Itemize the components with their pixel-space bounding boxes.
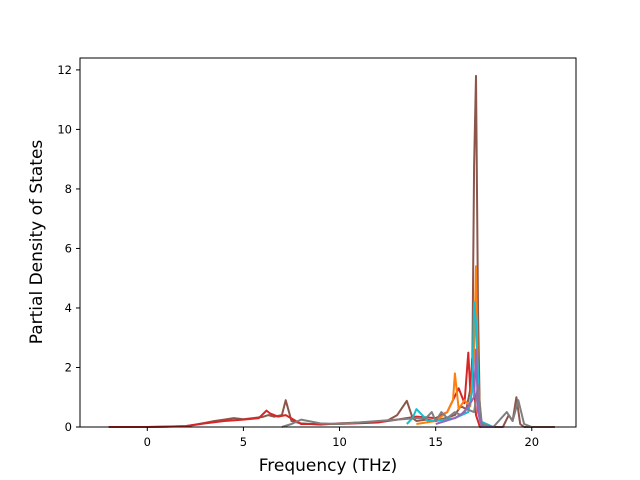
plot-frame xyxy=(79,57,577,428)
x-tick-label: 20 xyxy=(524,435,539,449)
x-axis-ticks: 0 5 10 15 20 xyxy=(144,427,539,449)
x-axis-label: Frequency (THz) xyxy=(259,456,398,476)
y-tick-label: 0 xyxy=(65,420,72,434)
x-tick-label: 0 xyxy=(144,435,151,449)
x-tick-label: 5 xyxy=(240,435,247,449)
x-tick-label: 15 xyxy=(428,435,443,449)
y-tick-label: 10 xyxy=(57,122,72,136)
series-line-5 xyxy=(435,348,494,428)
y-tick-label: 8 xyxy=(65,182,72,196)
y-axis-label: Partial Density of States xyxy=(27,140,47,345)
x-tick-label: 10 xyxy=(332,435,347,449)
y-tick-label: 6 xyxy=(65,241,72,255)
y-tick-label: 4 xyxy=(65,301,72,315)
series-line-4 xyxy=(281,384,533,428)
y-axis-ticks: 0 2 4 6 8 10 12 xyxy=(57,63,80,434)
y-tick-label: 12 xyxy=(57,63,72,77)
y-tick-label: 2 xyxy=(65,360,72,374)
